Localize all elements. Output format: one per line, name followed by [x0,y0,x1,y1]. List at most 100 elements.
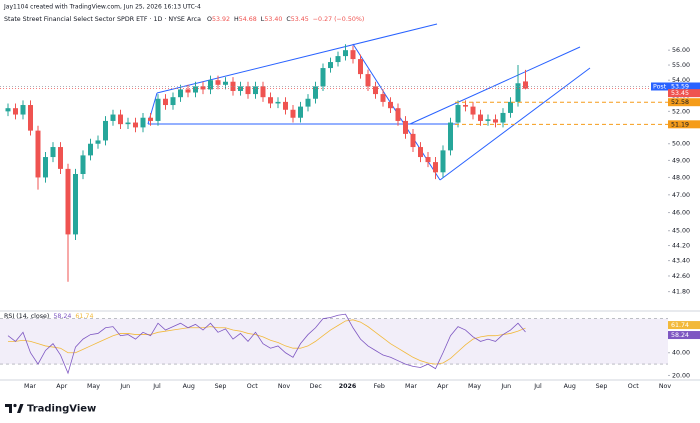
rsi-last-value: 58.24 [53,313,71,320]
candle-body [193,86,198,93]
rsi-value-label: 61.74 [671,322,689,329]
x-tick-label: May [468,383,481,390]
quote-prefix: L [261,16,265,23]
candle-body [118,114,123,125]
candle-body [28,105,33,131]
x-tick-label: Aug [183,383,195,390]
post-tag-label: Post [653,83,667,90]
candle-body [5,108,11,112]
rsi-value-label: 58.24 [671,332,689,339]
indicator-legend: RSI (14, close) 58.24 61.74 [4,313,93,320]
post-box [668,82,700,91]
candle-body [365,74,371,87]
candle-body [88,143,93,156]
candle-body [95,140,101,144]
y-tick-label: 48.00 [672,174,690,181]
y-tick-label: 56.00 [672,47,690,54]
quote-prefix: H [234,16,239,23]
candle-body [493,119,498,123]
x-tick-label: Mar [24,383,36,390]
last-price-box [668,89,700,98]
candle-body [395,108,401,121]
candle-body [298,106,303,118]
x-tick-label: Jun [119,383,130,390]
x-tick-label: Jun [500,383,511,390]
post-price-label: 53.59 [671,83,689,90]
candle-body [208,80,213,90]
trend-line [409,46,581,125]
candle-body [418,147,423,158]
candle-body [470,106,476,115]
post-tag [651,82,668,91]
quote-prefix: C [286,16,291,23]
candle-body [268,97,273,104]
candle-body [58,147,63,169]
y-tick-label: 41.80 [672,289,690,296]
candle-body [523,81,528,89]
logo-mark [5,404,12,413]
x-tick-label: Aug [564,383,576,390]
candle-body [433,162,438,173]
rsi-ma-line [8,319,526,365]
trend-line [156,23,438,94]
candle-body [35,130,41,178]
x-tick-label: Jul [152,383,161,390]
candle-body [440,150,446,173]
quote-value: 53.40 [264,16,282,23]
candle-body [478,114,483,121]
brand: TradingView [27,404,96,415]
rsi-line [7,313,526,375]
candle-body [515,83,521,102]
candle-body [163,98,168,106]
candle-body [148,117,153,121]
candle-body [170,97,176,106]
x-tick-label: 2026 [339,383,357,390]
rsi-ma-last-value: 61.74 [75,313,93,320]
y-tick-label: 54.00 [672,77,690,84]
quote-value: 53.92 [212,16,230,23]
candle-body [260,86,266,98]
rsi-band [0,318,668,365]
y-tick-label: 45.00 [672,228,690,235]
x-tick-label: Nov [278,383,291,390]
chart-title: State Street Financial Select Sector SPD… [4,16,201,23]
candle-body [140,117,146,128]
candle-body [305,98,311,107]
candle-body [283,101,288,110]
candle-body [328,62,333,69]
candle-body [103,120,108,141]
candle-body [373,86,378,95]
candle-body [125,122,131,125]
y-tick-label: 47.00 [672,192,690,199]
candle-body [275,101,281,104]
candle-body [335,56,341,63]
logo-mark [13,403,17,408]
candle-body [410,133,416,148]
candle-body [388,101,393,109]
candle-body [455,105,461,123]
x-tick-label: Sep [596,383,608,390]
y-tick-label: 43.40 [672,258,690,265]
candle-body [320,68,326,87]
candle-body [463,105,468,107]
x-tick-label: Dec [310,383,323,390]
candle-body [80,155,86,175]
candle-body [358,59,363,75]
rsi-value-box [668,331,700,340]
level-label: 51.19 [671,121,689,128]
candle-body [380,94,386,102]
title-line: State Street Financial Select Sector SPD… [4,16,364,23]
candle-body [178,89,183,98]
x-tick-label: Nov [659,383,672,390]
rsi-y-tick-label: 40.00 [672,350,690,357]
candle-body [185,89,191,93]
candle-body [215,80,221,85]
candle-body [223,81,228,85]
y-tick-label: 52.00 [672,108,690,115]
logo-mark [17,404,24,413]
quote-value: 54.68 [239,16,257,23]
candle-body [65,168,71,235]
y-tick-label: 44.20 [672,243,690,250]
